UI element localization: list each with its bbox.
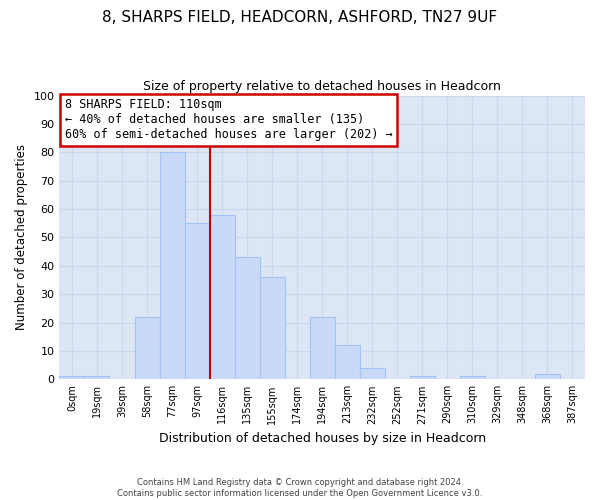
Text: Contains HM Land Registry data © Crown copyright and database right 2024.
Contai: Contains HM Land Registry data © Crown c… xyxy=(118,478,482,498)
Bar xyxy=(260,277,284,380)
Bar xyxy=(160,152,185,380)
Title: Size of property relative to detached houses in Headcorn: Size of property relative to detached ho… xyxy=(143,80,501,93)
Text: 8 SHARPS FIELD: 110sqm
← 40% of detached houses are smaller (135)
60% of semi-de: 8 SHARPS FIELD: 110sqm ← 40% of detached… xyxy=(65,98,392,142)
Bar xyxy=(335,346,360,380)
Bar xyxy=(310,317,335,380)
Bar xyxy=(185,223,209,380)
Bar xyxy=(535,374,560,380)
X-axis label: Distribution of detached houses by size in Headcorn: Distribution of detached houses by size … xyxy=(158,432,486,445)
Bar xyxy=(360,368,385,380)
Bar xyxy=(134,317,160,380)
Bar xyxy=(460,376,485,380)
Bar xyxy=(410,376,435,380)
Bar xyxy=(209,214,235,380)
Bar xyxy=(235,258,260,380)
Y-axis label: Number of detached properties: Number of detached properties xyxy=(15,144,28,330)
Text: 8, SHARPS FIELD, HEADCORN, ASHFORD, TN27 9UF: 8, SHARPS FIELD, HEADCORN, ASHFORD, TN27… xyxy=(103,10,497,25)
Bar xyxy=(85,376,109,380)
Bar xyxy=(59,376,85,380)
